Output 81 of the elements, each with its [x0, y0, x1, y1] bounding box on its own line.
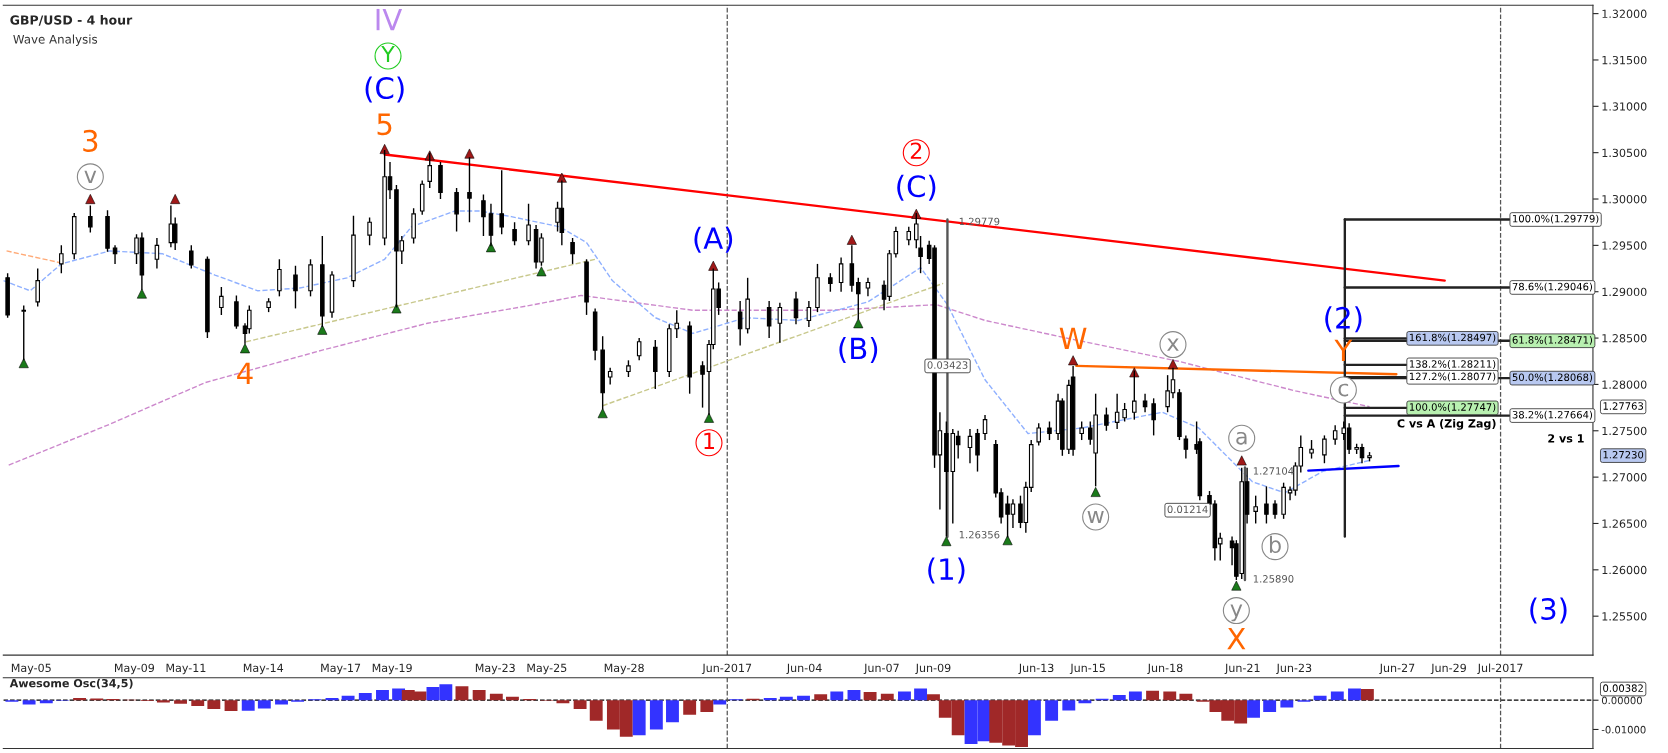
x-tick-label: Jul-2017 [1477, 663, 1523, 675]
annotation: 1.25890 [1253, 575, 1294, 583]
annotation: (A) [694, 226, 733, 253]
y-tick-label: 1.30000 [1602, 194, 1647, 204]
annotation: 1.29779 [959, 217, 1000, 226]
text: 0.00382 [1603, 684, 1643, 692]
annotation: (C) [365, 76, 404, 103]
text: 1.27230 [1603, 450, 1644, 459]
annotation: 100.0%(1.27747) [1409, 403, 1496, 412]
annotation: 0.01214 [1167, 505, 1208, 514]
annotation: 3 [83, 129, 98, 152]
annotation: 5 [377, 113, 392, 136]
y-tick-label: 1.27000 [1602, 473, 1647, 482]
annotation: (C) [897, 174, 936, 201]
annotation: (3) [1530, 597, 1567, 624]
annotation: 161.8%(1.28497) [1409, 333, 1496, 343]
annotation: Y [381, 45, 395, 63]
y-tick-label: 1.28500 [1602, 334, 1647, 343]
text: Wave Analysis [13, 34, 98, 46]
x-tick-label: May-14 [243, 663, 284, 675]
x-tick-label: May-19 [372, 663, 412, 675]
annotation: 1.26356 [959, 530, 1000, 539]
annotation: 1 [704, 432, 715, 449]
annotation: 2 vs 1 [1548, 434, 1584, 443]
annotation: v [84, 170, 97, 183]
x-tick-label: May-17 [321, 663, 361, 675]
x-tick-label: Jun-27 [1379, 663, 1415, 675]
chart-title: Awesome Osc(34,5) [9, 678, 133, 689]
annotation: W [1059, 327, 1087, 349]
text: 1.27763 [1603, 402, 1644, 410]
y-tick-label: 1.30500 [1602, 148, 1647, 158]
annotation: (B) [839, 336, 878, 363]
x-tick-label: Jun-07 [863, 663, 899, 675]
x-tick-label: May-11 [166, 663, 206, 675]
annotation: y [1230, 604, 1243, 622]
annotation: (1) [928, 557, 965, 584]
annotation: IV [376, 8, 403, 31]
x-tick-label: May-25 [527, 663, 567, 675]
x-tick-label: Jun-04 [786, 663, 822, 675]
x-tick-label: Jun-18 [1147, 663, 1183, 675]
x-tick-label: Jun-2017 [701, 663, 752, 675]
x-tick-label: Jun-15 [1069, 663, 1105, 675]
x-tick-label: May-28 [604, 663, 644, 675]
annotation: C vs A (Zig Zag) [1397, 419, 1496, 430]
annotation: 138.2%(1.28211) [1409, 360, 1496, 369]
annotation: 0.03423 [927, 361, 968, 369]
text: GBP/USD - 4 hour [10, 15, 133, 26]
y-tick-label: 1.27500 [1602, 426, 1647, 436]
annotation: 78.6%(1.29046) [1512, 282, 1593, 292]
annotation: b [1269, 535, 1281, 554]
x-tick-label: Jun-29 [1430, 663, 1466, 675]
y-tick-label: 1.29500 [1602, 241, 1647, 250]
y-tick-label: 1.31000 [1602, 102, 1647, 111]
y-tick-label: 1.31500 [1602, 55, 1647, 65]
x-tick-label: Jun-23 [1276, 663, 1312, 675]
x-tick-label: Jun-13 [1018, 663, 1054, 675]
annotation: x [1167, 338, 1179, 351]
x-tick-label: May-05 [11, 663, 51, 675]
annotation: 127.2%(1.28077) [1409, 372, 1496, 382]
x-tick-label: May-09 [115, 663, 155, 675]
annotation: a [1236, 431, 1247, 445]
y-tick-label: 1.32000 [1602, 9, 1647, 18]
y-tick-label: 0.00000 [1601, 696, 1642, 705]
y-tick-label: 1.25500 [1602, 612, 1647, 621]
x-tick-label: Jun-09 [915, 663, 951, 675]
annotation: X [1227, 627, 1246, 650]
annotation: 50.0%(1.28068) [1512, 373, 1593, 383]
y-tick-label: 1.26000 [1602, 565, 1647, 575]
annotation: c [1338, 383, 1349, 397]
annotation: 2 [910, 142, 922, 159]
annotation: w [1087, 510, 1104, 524]
x-tick-label: Jun-21 [1224, 663, 1260, 675]
x-tick-label: May-23 [475, 663, 515, 675]
annotation: 100.0%(1.29779) [1513, 214, 1599, 224]
y-tick-label: 1.29000 [1602, 287, 1647, 297]
annotation: 4 [237, 362, 253, 385]
y-tick-label: -0.01000 [1601, 725, 1646, 734]
annotation: 61.8%(1.28471) [1512, 335, 1593, 345]
annotation: 38.2%(1.27664) [1512, 410, 1593, 420]
y-tick-label: 1.26500 [1602, 519, 1647, 528]
y-tick-label: 1.28000 [1602, 380, 1647, 389]
